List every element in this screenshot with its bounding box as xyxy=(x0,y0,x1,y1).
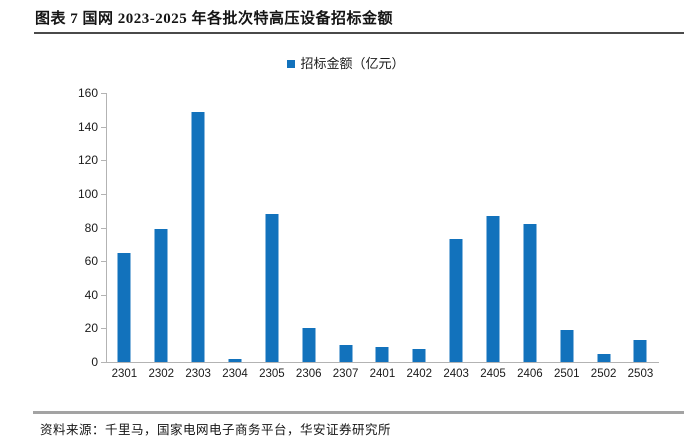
bar-2306 xyxy=(302,328,316,362)
bar-cell xyxy=(548,93,585,362)
x-tick-label: 2406 xyxy=(517,368,543,380)
bar-cell xyxy=(327,93,364,362)
y-tick-mark xyxy=(101,227,106,229)
x-tick-label: 2301 xyxy=(111,368,138,380)
y-tick-label: 80 xyxy=(84,220,98,235)
bar-cell xyxy=(475,93,512,362)
y-tick-mark xyxy=(101,294,106,296)
bar-2302 xyxy=(154,229,168,362)
y-tick-mark xyxy=(101,126,106,128)
bar-2307 xyxy=(339,345,353,362)
bar-2401 xyxy=(375,346,389,362)
bar-2304 xyxy=(228,358,242,362)
x-tick-label: 2405 xyxy=(480,368,506,380)
bar-cell xyxy=(143,93,180,362)
bar-cell xyxy=(180,93,217,362)
bar-cell xyxy=(253,93,290,362)
bar-2305 xyxy=(265,214,279,362)
x-tick-label: 2307 xyxy=(332,368,359,380)
x-tick-label: 2501 xyxy=(553,368,580,380)
bar-cell xyxy=(438,93,475,362)
y-tick-label: 160 xyxy=(77,86,98,100)
y-axis-line xyxy=(106,93,107,362)
y-tick-mark xyxy=(101,93,106,94)
bar-2501 xyxy=(560,330,574,362)
bar-cell xyxy=(217,93,254,362)
source-divider xyxy=(33,411,684,414)
bar-2301 xyxy=(117,252,131,362)
x-tick-label: 2403 xyxy=(443,368,469,380)
y-tick-mark xyxy=(101,193,106,195)
x-tick-label: 2503 xyxy=(627,368,654,380)
y-tick-label: 120 xyxy=(77,153,98,168)
bar-2402 xyxy=(412,348,426,362)
bar-cell xyxy=(585,93,622,362)
legend-label: 招标金额（亿元） xyxy=(300,56,405,71)
y-tick-mark xyxy=(101,328,106,330)
title-divider xyxy=(34,32,684,34)
x-tick-label: 2305 xyxy=(259,368,285,380)
bar-cell xyxy=(511,93,548,362)
chart-legend: 招标金额（亿元） xyxy=(0,57,692,71)
bar-2303 xyxy=(191,111,205,362)
x-axis-line xyxy=(106,362,659,363)
y-tick-label: 60 xyxy=(84,254,98,269)
y-tick-label: 40 xyxy=(84,287,98,302)
y-tick-mark xyxy=(101,362,106,363)
figure-title: 图表 7 国网 2023-2025 年各批次特高压设备招标金额 xyxy=(35,11,393,27)
bar-2503 xyxy=(633,340,647,362)
y-tick-label: 140 xyxy=(77,119,98,134)
bar-2502 xyxy=(597,353,611,362)
y-tick-label: 100 xyxy=(77,186,98,201)
legend-swatch-icon xyxy=(287,60,296,68)
x-tick-label: 2306 xyxy=(295,368,322,380)
bar-cell xyxy=(401,93,438,362)
x-tick-label: 2402 xyxy=(406,368,433,380)
y-tick-label: 0 xyxy=(91,355,98,369)
plot-area xyxy=(106,93,659,362)
y-tick-label: 20 xyxy=(84,321,98,336)
bar-2406 xyxy=(523,224,537,362)
bar-2403 xyxy=(449,239,463,362)
y-tick-mark xyxy=(101,160,106,162)
x-tick-label: 2304 xyxy=(222,368,248,380)
x-tick-label: 2502 xyxy=(590,368,617,380)
bar-cell xyxy=(622,93,659,362)
x-tick-label: 2303 xyxy=(185,368,211,380)
bar-cell xyxy=(106,93,143,362)
bar-cell xyxy=(364,93,401,362)
y-tick-mark xyxy=(101,261,106,263)
x-tick-label: 2302 xyxy=(148,368,175,380)
x-axis-labels: 2301 2302 2303 2304 2305 2306 2307 2401 2402 2403… xyxy=(106,368,659,381)
source-note: 资料来源：千里马，国家电网电子商务平台，华安证券研究所 xyxy=(40,423,392,437)
bar-2405 xyxy=(486,215,500,362)
x-tick-label: 2401 xyxy=(369,368,396,380)
bar-cell xyxy=(290,93,327,362)
